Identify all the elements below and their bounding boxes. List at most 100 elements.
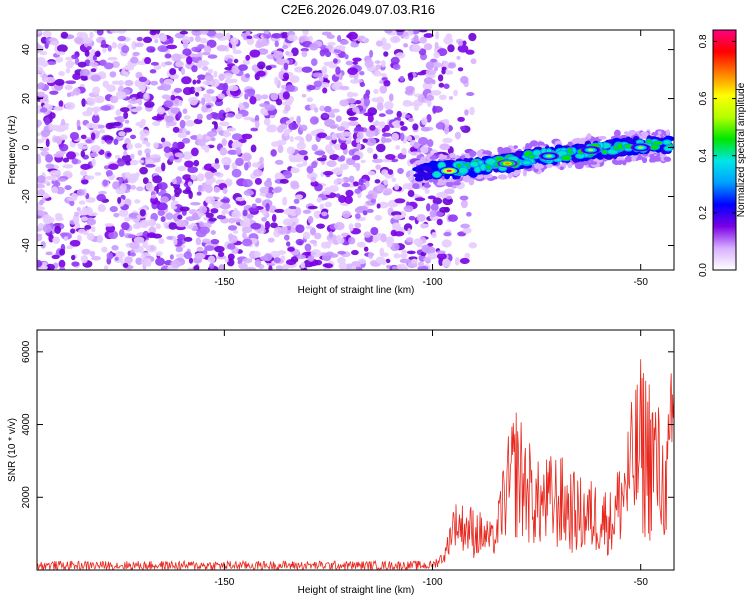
noise-blob: [301, 66, 313, 73]
noise-blob: [284, 234, 290, 241]
noise-blob: [430, 58, 437, 63]
noise-blob: [129, 241, 140, 250]
noise-blob: [80, 216, 89, 222]
noise-blob: [214, 245, 225, 253]
noise-blob: [220, 198, 228, 203]
noise-blob: [376, 203, 381, 209]
noise-blob: [295, 238, 304, 246]
noise-blob: [224, 258, 229, 263]
noise-blob: [45, 263, 55, 270]
noise-blob: [118, 131, 126, 137]
noise-blob: [203, 144, 210, 153]
noise-blob: [239, 219, 251, 227]
noise-blob: [38, 265, 48, 270]
noise-blob: [468, 242, 477, 249]
noise-blob: [214, 163, 221, 170]
noise-blob: [306, 97, 314, 103]
noise-blob: [40, 241, 46, 249]
noise-blob: [290, 182, 300, 190]
noise-blob: [54, 225, 62, 234]
noise-blob: [366, 208, 374, 213]
noise-blob: [309, 116, 319, 125]
noise-blob: [100, 39, 107, 48]
noise-blob: [188, 257, 194, 264]
noise-blob: [462, 227, 472, 234]
noise-blob: [379, 80, 384, 84]
noise-blob: [321, 65, 328, 75]
noise-blob: [251, 64, 259, 72]
noise-blob: [339, 163, 349, 170]
noise-blob: [102, 179, 109, 187]
noise-blob: [206, 89, 215, 94]
noise-blob: [130, 56, 139, 64]
noise-blob: [376, 102, 384, 111]
noise-blob: [226, 127, 237, 132]
noise-blob: [470, 58, 477, 65]
noise-blob: [321, 112, 329, 119]
noise-blob: [210, 168, 217, 174]
noise-blob: [321, 31, 332, 36]
noise-blob: [205, 135, 211, 140]
noise-blob: [301, 93, 307, 98]
noise-blob: [394, 198, 406, 204]
noise-blob: [255, 197, 262, 204]
noise-blob: [210, 238, 220, 245]
noise-blob: [276, 98, 283, 106]
noise-blob: [374, 60, 381, 64]
noise-blob: [257, 48, 269, 55]
noise-blob: [316, 223, 325, 229]
noise-blob: [339, 39, 349, 45]
noise-blob: [209, 262, 215, 270]
noise-blob: [193, 118, 203, 125]
noise-blob: [189, 96, 199, 106]
noise-blob: [222, 72, 233, 79]
track-halo-blob: [623, 131, 630, 135]
noise-blob: [117, 35, 127, 42]
noise-blob: [90, 74, 101, 82]
noise-blob: [306, 84, 316, 91]
noise-blob: [447, 44, 455, 53]
noise-blob: [405, 237, 414, 243]
noise-blob: [99, 129, 106, 134]
noise-blob: [347, 120, 359, 127]
noise-blob: [241, 226, 253, 233]
colorbar-tick-label: 0.2: [698, 205, 709, 219]
noise-blob: [430, 203, 439, 212]
noise-blob: [274, 76, 279, 86]
noise-blob: [340, 131, 352, 137]
track-halo-blob: [665, 129, 670, 136]
noise-blob: [194, 252, 206, 260]
noise-blob: [91, 114, 100, 124]
noise-blob: [310, 58, 318, 67]
noise-blob: [160, 216, 166, 223]
noise-blob: [114, 256, 119, 261]
noise-blob: [264, 104, 276, 111]
noise-blob: [112, 121, 122, 127]
noise-blob: [84, 49, 90, 57]
noise-blob: [370, 226, 379, 236]
noise-blob: [310, 180, 319, 187]
noise-blob: [462, 40, 467, 46]
noise-blob: [355, 99, 362, 105]
noise-blob: [407, 228, 412, 235]
noise-blob: [159, 77, 165, 84]
noise-blob: [344, 54, 349, 60]
noise-blob: [300, 48, 310, 52]
noise-blob: [90, 68, 97, 73]
noise-blob: [141, 140, 149, 145]
noise-blob: [137, 98, 143, 106]
noise-blob: [282, 44, 289, 50]
noise-blob: [196, 113, 203, 120]
noise-blob: [330, 132, 337, 141]
noise-blob: [207, 255, 216, 264]
noise-blob: [459, 125, 466, 131]
noise-blob: [302, 209, 312, 214]
noise-blob: [37, 44, 44, 53]
noise-blob: [143, 92, 149, 100]
noise-blob: [254, 258, 262, 268]
noise-blob: [146, 106, 152, 111]
noise-blob: [128, 99, 139, 104]
noise-blob: [74, 57, 80, 65]
noise-blob: [433, 62, 443, 68]
noise-blob: [386, 239, 393, 248]
